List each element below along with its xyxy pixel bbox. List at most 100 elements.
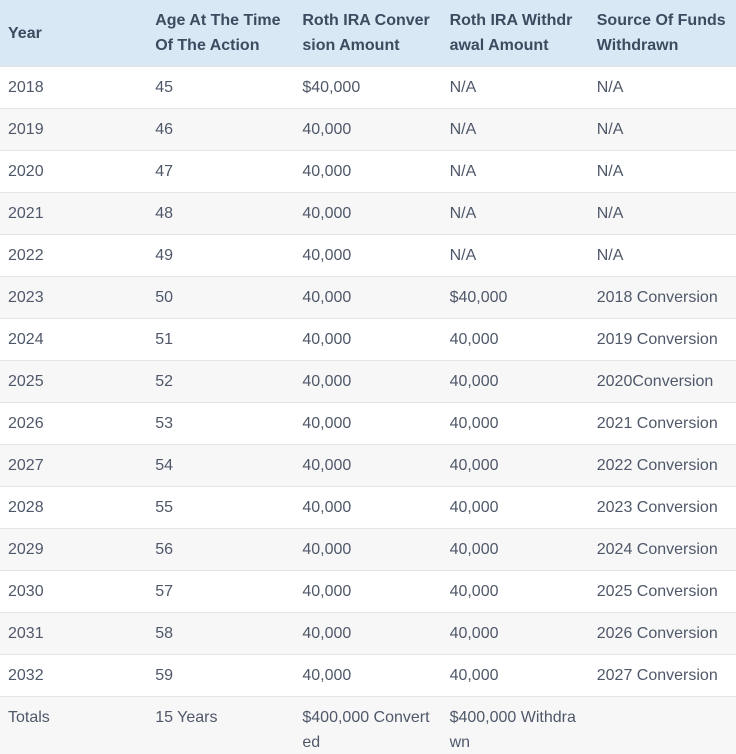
cell-conversion-amount: 40,000 — [294, 276, 442, 319]
table-row: 2031 58 40,000 40,000 2026 Conversion — [0, 612, 736, 655]
cell-source-of-funds: 2025 Conversion — [588, 570, 736, 613]
cell-withdrawal-amount: 40,000 — [441, 654, 589, 697]
cell-conversion-amount: 40,000 — [294, 570, 442, 613]
cell-withdrawal-amount: N/A — [441, 108, 589, 151]
cell-year: 2023 — [0, 276, 148, 319]
header-row: Year Age At The Time Of The Action Roth IR… — [0, 0, 736, 67]
cell-conversion-amount: 40,000 — [294, 360, 442, 403]
cell-conversion-amount: 40,000 — [294, 486, 442, 529]
cell-year: 2021 — [0, 192, 148, 235]
cell-age: 46 — [147, 108, 295, 151]
cell-year: 2019 — [0, 108, 148, 151]
cell-source-of-funds: N/A — [588, 66, 736, 109]
cell-conversion-amount: 40,000 — [294, 234, 442, 277]
cell-age: 49 — [147, 234, 295, 277]
cell-year: 2020 — [0, 150, 148, 193]
column-header: Roth IRA Conversion Amount — [294, 0, 442, 67]
cell-withdrawal-amount: 40,000 — [441, 612, 589, 655]
cell-source-of-funds: 2018 Conversion — [588, 276, 736, 319]
cell-withdrawal-amount: 40,000 — [441, 486, 589, 529]
table-header: Year Age At The Time Of The Action Roth IR… — [0, 0, 736, 67]
cell-year: 2032 — [0, 654, 148, 697]
cell-year: 2025 — [0, 360, 148, 403]
cell-withdrawal-amount: 40,000 — [441, 444, 589, 487]
cell-withdrawal-amount: 40,000 — [441, 318, 589, 361]
cell-age: 48 — [147, 192, 295, 235]
cell-conversion-amount: 40,000 — [294, 612, 442, 655]
column-header: Year — [0, 0, 148, 67]
totals-row: Totals 15 Years $400,000 Converted $400,000… — [0, 696, 736, 754]
cell-withdrawal-amount: N/A — [441, 66, 589, 109]
cell-source-of-funds: N/A — [588, 108, 736, 151]
cell-source-of-funds — [588, 696, 736, 754]
cell-conversion-amount: 40,000 — [294, 318, 442, 361]
cell-source-of-funds: N/A — [588, 192, 736, 235]
table-row: 2019 46 40,000 N/A N/A — [0, 108, 736, 151]
cell-age: 55 — [147, 486, 295, 529]
cell-age: 59 — [147, 654, 295, 697]
table-row: 2024 51 40,000 40,000 2019 Conversion — [0, 318, 736, 361]
column-header: Roth IRA Withdrawal Amount — [441, 0, 589, 67]
cell-source-of-funds: 2024 Conversion — [588, 528, 736, 571]
cell-source-of-funds: 2021 Conversion — [588, 402, 736, 445]
cell-conversion-amount: 40,000 — [294, 150, 442, 193]
cell-age: 57 — [147, 570, 295, 613]
cell-conversion-amount: $40,000 — [294, 66, 442, 109]
cell-conversion-amount: 40,000 — [294, 402, 442, 445]
cell-year: Totals — [0, 696, 148, 754]
cell-withdrawal-amount: 40,000 — [441, 570, 589, 613]
cell-withdrawal-amount: $40,000 — [441, 276, 589, 319]
cell-age: 53 — [147, 402, 295, 445]
cell-year: 2028 — [0, 486, 148, 529]
column-header: Source Of Funds Withdrawn — [588, 0, 736, 67]
cell-age: 52 — [147, 360, 295, 403]
table-row: 2021 48 40,000 N/A N/A — [0, 192, 736, 235]
cell-conversion-amount: 40,000 — [294, 108, 442, 151]
cell-withdrawal-amount: 40,000 — [441, 402, 589, 445]
cell-year: 2027 — [0, 444, 148, 487]
cell-withdrawal-amount: N/A — [441, 192, 589, 235]
table-row: 2028 55 40,000 40,000 2023 Conversion — [0, 486, 736, 529]
cell-year: 2022 — [0, 234, 148, 277]
cell-conversion-amount: 40,000 — [294, 192, 442, 235]
cell-year: 2029 — [0, 528, 148, 571]
cell-withdrawal-amount: N/A — [441, 234, 589, 277]
cell-conversion-amount: 40,000 — [294, 528, 442, 571]
table-row: 2023 50 40,000 $40,000 2018 Conversion — [0, 276, 736, 319]
cell-age: 56 — [147, 528, 295, 571]
cell-age: 15 Years — [147, 696, 295, 754]
table-body: 2018 45 $40,000 N/A N/A 2019 46 40,000 N/A N/A 202… — [0, 66, 736, 754]
cell-conversion-amount: 40,000 — [294, 654, 442, 697]
cell-conversion-amount: 40,000 — [294, 444, 442, 487]
table-row: 2025 52 40,000 40,000 2020Conversion — [0, 360, 736, 403]
cell-source-of-funds: 2023 Conversion — [588, 486, 736, 529]
cell-source-of-funds: N/A — [588, 234, 736, 277]
cell-source-of-funds: N/A — [588, 150, 736, 193]
cell-source-of-funds: 2027 Conversion — [588, 654, 736, 697]
table-row: 2027 54 40,000 40,000 2022 Conversion — [0, 444, 736, 487]
cell-age: 45 — [147, 66, 295, 109]
cell-year: 2031 — [0, 612, 148, 655]
table-row: 2032 59 40,000 40,000 2027 Conversion — [0, 654, 736, 697]
cell-age: 54 — [147, 444, 295, 487]
cell-age: 58 — [147, 612, 295, 655]
table-row: 2029 56 40,000 40,000 2024 Conversion — [0, 528, 736, 571]
table-row: 2022 49 40,000 N/A N/A — [0, 234, 736, 277]
cell-year: 2026 — [0, 402, 148, 445]
table-row: 2020 47 40,000 N/A N/A — [0, 150, 736, 193]
table-row: 2026 53 40,000 40,000 2021 Conversion — [0, 402, 736, 445]
cell-source-of-funds: 2019 Conversion — [588, 318, 736, 361]
cell-year: 2030 — [0, 570, 148, 613]
cell-source-of-funds: 2022 Conversion — [588, 444, 736, 487]
cell-withdrawal-amount: 40,000 — [441, 360, 589, 403]
table-row: 2030 57 40,000 40,000 2025 Conversion — [0, 570, 736, 613]
cell-conversion-amount: $400,000 Converted — [294, 696, 442, 754]
cell-age: 47 — [147, 150, 295, 193]
cell-age: 51 — [147, 318, 295, 361]
cell-source-of-funds: 2026 Conversion — [588, 612, 736, 655]
cell-year: 2018 — [0, 66, 148, 109]
cell-year: 2024 — [0, 318, 148, 361]
cell-withdrawal-amount: N/A — [441, 150, 589, 193]
cell-withdrawal-amount: 40,000 — [441, 528, 589, 571]
